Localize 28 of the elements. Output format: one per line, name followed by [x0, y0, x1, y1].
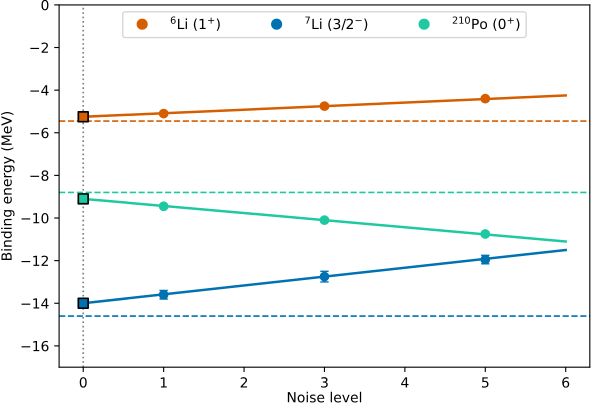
x-tick-label: 2 [240, 377, 248, 388]
y-axis-title: Binding energy (MeV) [1, 112, 15, 260]
y-tick-label: −10 [22, 212, 48, 224]
point [77, 193, 89, 205]
point [480, 94, 490, 104]
point [158, 108, 168, 118]
y-tick-label: −14 [22, 298, 49, 309]
y-tick-label: −4 [30, 85, 49, 96]
x-tick-label: 1 [160, 377, 167, 388]
point [320, 215, 330, 226]
x-tick-label: 5 [482, 377, 488, 388]
legend-label: $^{6}$Li (1$^{+}$) [170, 16, 220, 31]
legend-label: $^{7}$Li (3/2$^{−}$) [305, 16, 368, 31]
x-tick-label: 4 [401, 377, 409, 388]
y-tick-label: −8 [30, 170, 48, 181]
y-tick-label: −2 [30, 42, 48, 53]
x-axis-title: Noise level [288, 392, 362, 403]
x-tick-label: 0 [80, 377, 87, 388]
legend-label: $^{210}$Po (0$^{+}$) [452, 16, 520, 31]
y-tick-label: 0 [41, 0, 48, 10]
y-tick-label: −12 [22, 256, 48, 266]
x-tick-label: 3 [321, 377, 328, 388]
y-tick-label: −6 [30, 128, 48, 138]
point [480, 229, 490, 239]
x-tick-label: 6 [562, 377, 570, 388]
point [77, 111, 89, 123]
y-tick-label: −16 [22, 340, 48, 352]
point [77, 298, 89, 310]
